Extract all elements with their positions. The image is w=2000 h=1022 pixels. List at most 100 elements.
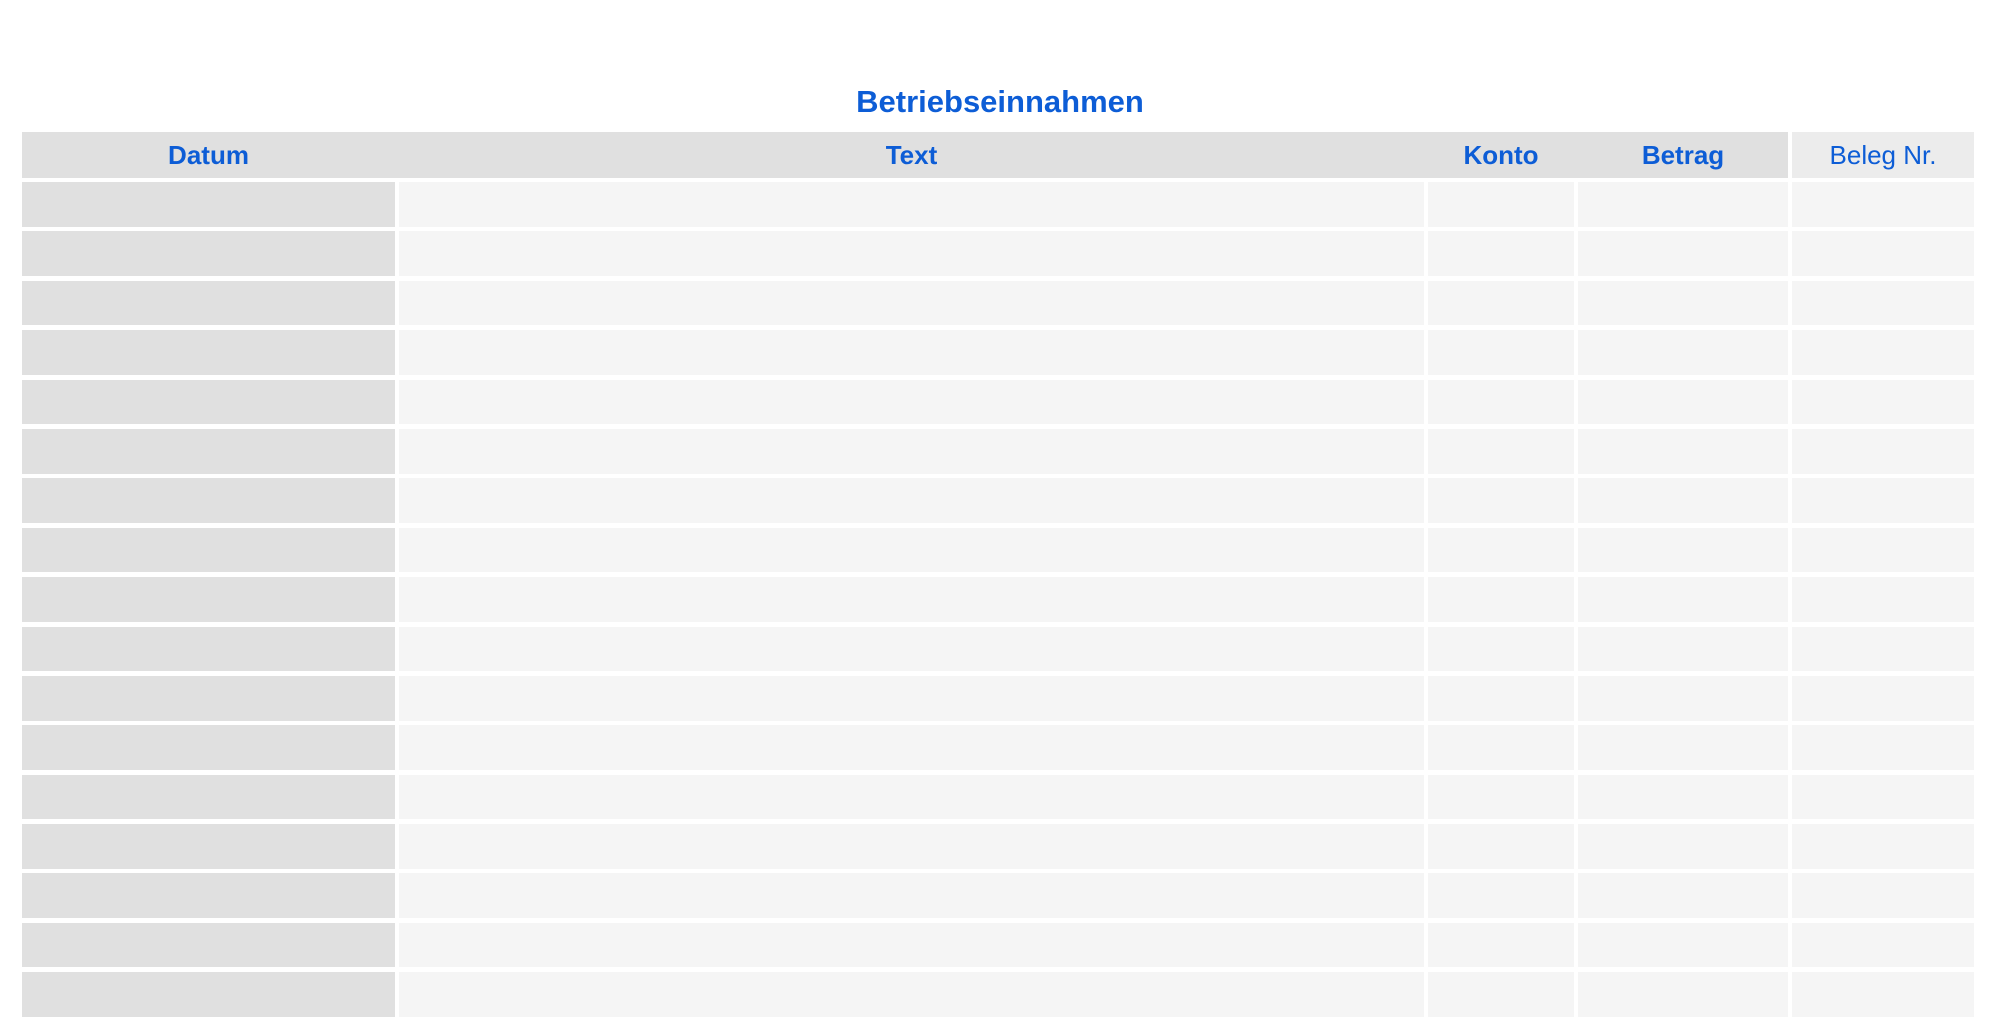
column-header-konto[interactable]: Konto <box>1463 139 1539 170</box>
cell-betrag[interactable] <box>1578 626 1788 672</box>
cell-beleg-nr[interactable] <box>1792 774 1974 820</box>
cell-beleg-nr[interactable] <box>1792 379 1974 425</box>
cell-konto[interactable] <box>1428 725 1574 770</box>
cell-datum[interactable] <box>22 774 395 820</box>
table-row <box>22 675 1974 721</box>
income-table: Datum Text Konto Betrag Beleg Nr. <box>22 132 1974 1017</box>
cell-text[interactable] <box>399 675 1424 721</box>
cell-betrag[interactable] <box>1578 873 1788 919</box>
cell-konto[interactable] <box>1428 824 1574 869</box>
cell-text[interactable] <box>399 231 1424 276</box>
cell-konto[interactable] <box>1428 972 1574 1017</box>
cell-betrag[interactable] <box>1578 428 1788 474</box>
cell-betrag[interactable] <box>1578 330 1788 375</box>
cell-datum[interactable] <box>22 873 395 919</box>
cell-konto[interactable] <box>1428 231 1574 276</box>
cell-beleg-nr[interactable] <box>1792 182 1974 227</box>
cell-betrag[interactable] <box>1578 231 1788 276</box>
table-row <box>22 330 1974 375</box>
cell-text[interactable] <box>399 725 1424 770</box>
cell-datum[interactable] <box>22 922 395 968</box>
cell-datum[interactable] <box>22 972 395 1017</box>
cell-beleg-nr[interactable] <box>1792 428 1974 474</box>
cell-betrag[interactable] <box>1578 675 1788 721</box>
cell-text[interactable] <box>399 577 1424 622</box>
table-row <box>22 725 1974 770</box>
cell-betrag[interactable] <box>1578 725 1788 770</box>
cell-konto[interactable] <box>1428 577 1574 622</box>
column-header-beleg-nr[interactable]: Beleg Nr. <box>1792 132 1974 178</box>
cell-text[interactable] <box>399 527 1424 573</box>
column-header-betrag[interactable]: Betrag <box>1641 139 1725 170</box>
cell-beleg-nr[interactable] <box>1792 330 1974 375</box>
cell-text[interactable] <box>399 824 1424 869</box>
table-row <box>22 972 1974 1017</box>
cell-konto[interactable] <box>1428 280 1574 326</box>
cell-text[interactable] <box>399 182 1424 227</box>
cell-datum[interactable] <box>22 824 395 869</box>
cell-text[interactable] <box>399 626 1424 672</box>
cell-konto[interactable] <box>1428 774 1574 820</box>
cell-konto[interactable] <box>1428 330 1574 375</box>
table-row <box>22 231 1974 276</box>
cell-beleg-nr[interactable] <box>1792 577 1974 622</box>
cell-konto[interactable] <box>1428 379 1574 425</box>
cell-betrag[interactable] <box>1578 379 1788 425</box>
column-header-text[interactable]: Text <box>885 139 938 170</box>
cell-beleg-nr[interactable] <box>1792 478 1974 523</box>
cell-datum[interactable] <box>22 478 395 523</box>
cell-datum[interactable] <box>22 577 395 622</box>
cell-beleg-nr[interactable] <box>1792 725 1974 770</box>
cell-betrag[interactable] <box>1578 824 1788 869</box>
cell-datum[interactable] <box>22 280 395 326</box>
cell-betrag[interactable] <box>1578 577 1788 622</box>
cell-text[interactable] <box>399 873 1424 919</box>
table-row <box>22 478 1974 523</box>
cell-beleg-nr[interactable] <box>1792 280 1974 326</box>
cell-betrag[interactable] <box>1578 478 1788 523</box>
cell-text[interactable] <box>399 922 1424 968</box>
cell-beleg-nr[interactable] <box>1792 675 1974 721</box>
cell-text[interactable] <box>399 972 1424 1017</box>
cell-konto[interactable] <box>1428 428 1574 474</box>
cell-text[interactable] <box>399 379 1424 425</box>
cell-betrag[interactable] <box>1578 922 1788 968</box>
cell-text[interactable] <box>399 478 1424 523</box>
cell-konto[interactable] <box>1428 922 1574 968</box>
cell-betrag[interactable] <box>1578 182 1788 227</box>
cell-datum[interactable] <box>22 626 395 672</box>
cell-konto[interactable] <box>1428 478 1574 523</box>
cell-text[interactable] <box>399 280 1424 326</box>
cell-beleg-nr[interactable] <box>1792 231 1974 276</box>
cell-betrag[interactable] <box>1578 527 1788 573</box>
page-title: Betriebseinnahmen <box>856 84 1144 119</box>
cell-text[interactable] <box>399 774 1424 820</box>
cell-beleg-nr[interactable] <box>1792 824 1974 869</box>
cell-konto[interactable] <box>1428 527 1574 573</box>
table-body <box>22 182 1974 1022</box>
cell-datum[interactable] <box>22 231 395 276</box>
cell-datum[interactable] <box>22 428 395 474</box>
cell-beleg-nr[interactable] <box>1792 626 1974 672</box>
cell-beleg-nr[interactable] <box>1792 873 1974 919</box>
column-header-datum[interactable]: Datum <box>168 139 249 170</box>
cell-text[interactable] <box>399 330 1424 375</box>
cell-beleg-nr[interactable] <box>1792 527 1974 573</box>
cell-konto[interactable] <box>1428 873 1574 919</box>
cell-konto[interactable] <box>1428 626 1574 672</box>
cell-beleg-nr[interactable] <box>1792 922 1974 968</box>
cell-datum[interactable] <box>22 675 395 721</box>
cell-betrag[interactable] <box>1578 972 1788 1017</box>
cell-konto[interactable] <box>1428 182 1574 227</box>
cell-datum[interactable] <box>22 330 395 375</box>
table-row <box>22 577 1974 622</box>
cell-datum[interactable] <box>22 725 395 770</box>
cell-datum[interactable] <box>22 527 395 573</box>
cell-datum[interactable] <box>22 379 395 425</box>
cell-konto[interactable] <box>1428 675 1574 721</box>
cell-betrag[interactable] <box>1578 280 1788 326</box>
cell-beleg-nr[interactable] <box>1792 972 1974 1017</box>
cell-betrag[interactable] <box>1578 774 1788 820</box>
cell-datum[interactable] <box>22 182 395 227</box>
cell-text[interactable] <box>399 428 1424 474</box>
